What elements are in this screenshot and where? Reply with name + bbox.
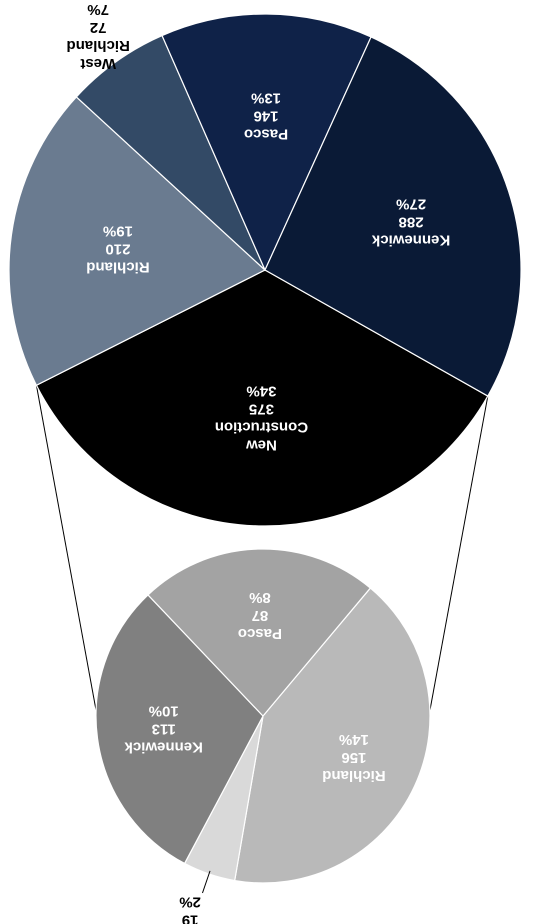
slice-label-new-construction: NewConstruction37534% [215, 382, 308, 453]
slice-label-pasco: Pasco14613% [244, 89, 288, 142]
slice-category-text: Pasco [238, 625, 282, 642]
slice-percent-text: 13% [251, 89, 281, 106]
slice-percent-text: 27% [396, 195, 426, 212]
slice-value-text: 210 [105, 241, 130, 258]
slice-category-text: Kennewick [371, 231, 450, 248]
slice-label-kennewick: Kennewick28827% [371, 195, 450, 248]
slice-category-text: Richland [66, 37, 129, 54]
main-pie: NewConstruction37534%Richland21019%WestR… [8, 1, 522, 527]
slice-value-text: 113 [152, 721, 176, 738]
connector-line-1 [429, 395, 489, 711]
slice-percent-text: 19% [103, 223, 133, 240]
slice-label-kennewick: Kennewick11310% [124, 703, 203, 756]
connector-line-2 [35, 385, 97, 711]
slice-label-west-richland: WestRichland727% [66, 1, 129, 72]
slice-value-text: 375 [249, 400, 274, 417]
slice-percent-text: 14% [339, 731, 369, 748]
connector-lines [35, 385, 489, 711]
pie-slice-pasco [147, 548, 372, 717]
pie-slice-pasco [161, 13, 372, 272]
slice-category-text: Richland [86, 259, 149, 276]
slice-percent-text: 7% [87, 1, 109, 18]
slice-percent-text: 34% [246, 382, 276, 399]
slice-category-text: Pasco [244, 125, 288, 142]
slice-percent-text: 2% [179, 893, 201, 910]
slice-value-text: 146 [254, 107, 279, 124]
breakout-pie: Richland15614%WestRichland192%Kennewick1… [95, 548, 431, 924]
slice-label-pasco: Pasco878% [238, 589, 282, 642]
slice-value-text: 19 [182, 911, 199, 924]
slice-category-text: Construction [215, 418, 308, 435]
pie-slice-kennewick [264, 36, 522, 397]
slice-value-text: 87 [252, 607, 269, 624]
slice-label-richland: Richland21019% [86, 223, 149, 276]
pie-slice-kennewick [95, 594, 264, 865]
rotated-chart-group: NewConstruction37534%Richland21019%WestR… [8, 1, 522, 924]
slice-category-text: Kennewick [124, 739, 203, 756]
pie-slice-richland [233, 587, 431, 884]
leader-line [202, 870, 211, 894]
slice-category-text: West [80, 55, 116, 72]
slice-value-text: 288 [399, 213, 424, 230]
slice-category-text: Richland [322, 767, 385, 784]
slice-label-richland: Richland15614% [322, 731, 385, 784]
slice-percent-text: 8% [249, 589, 271, 606]
slice-percent-text: 10% [149, 703, 179, 720]
slice-value-text: 156 [341, 749, 366, 766]
pie-slice-richland [8, 96, 267, 387]
pie-slice-new-construction [35, 269, 489, 527]
slice-label-west-richland: WestRichland192% [158, 893, 221, 924]
slice-value-text: 72 [90, 19, 107, 36]
slice-category-text: New [246, 436, 277, 453]
